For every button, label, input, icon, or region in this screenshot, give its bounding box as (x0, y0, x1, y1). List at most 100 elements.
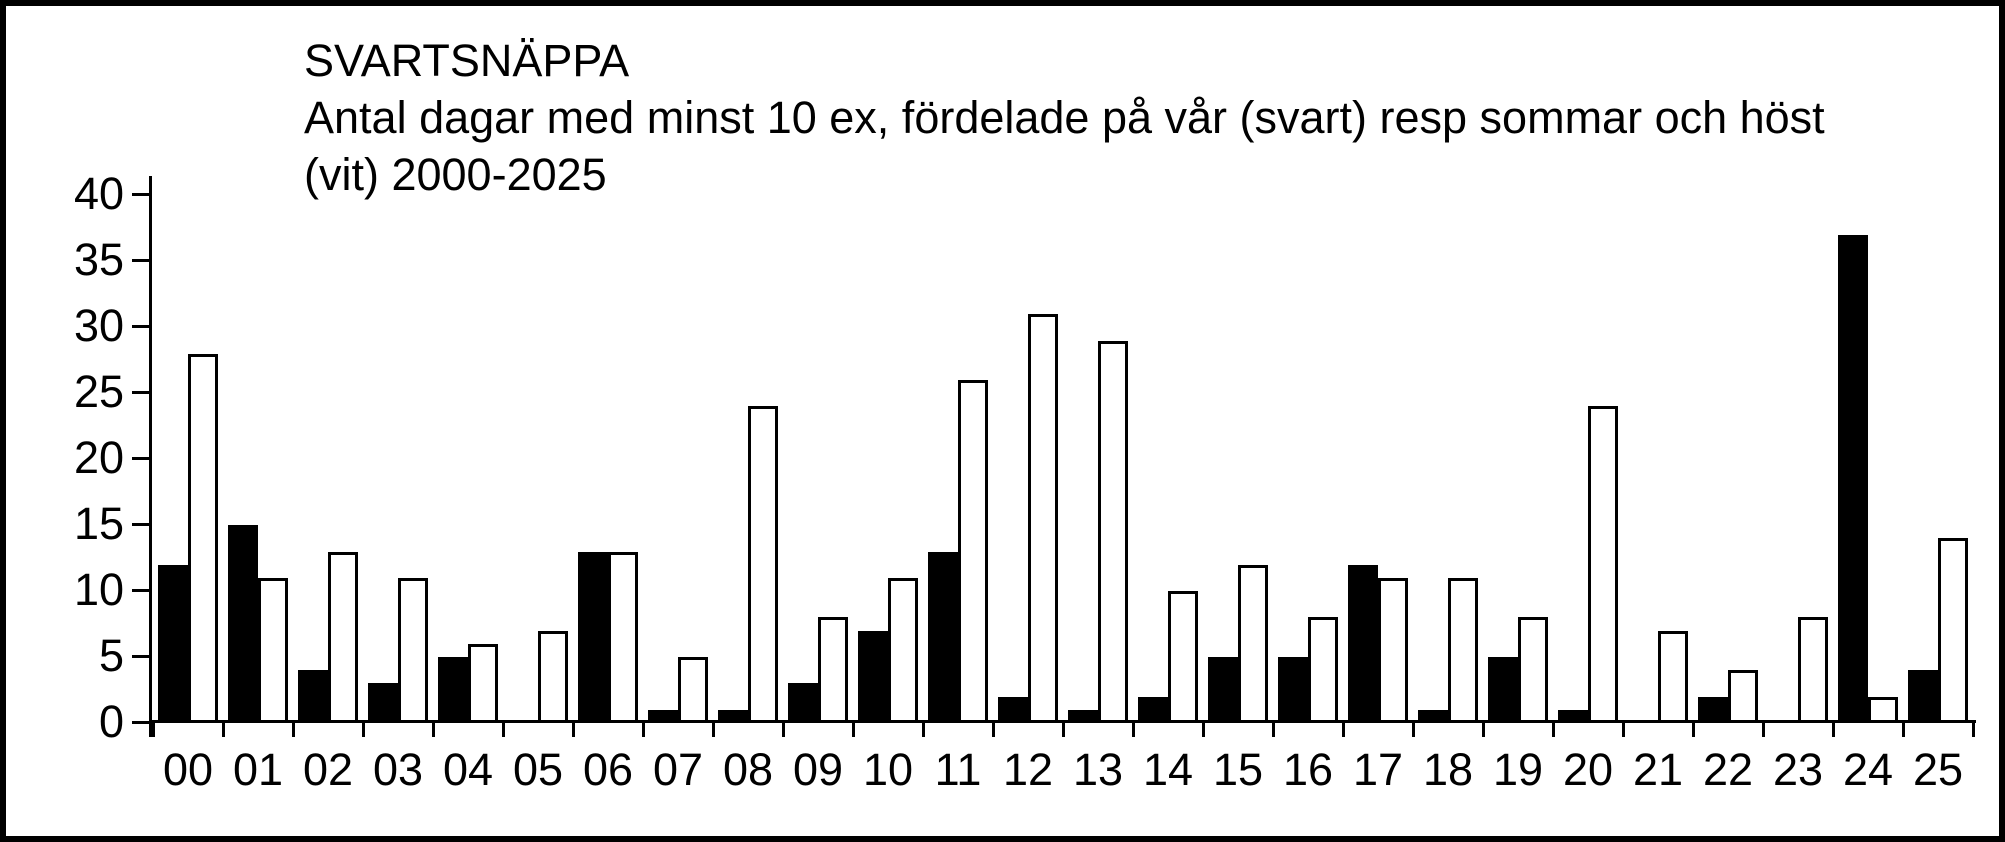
bar-vit-05 (538, 631, 568, 723)
x-axis-label-05: 05 (512, 744, 564, 795)
bar-svart-16 (1278, 657, 1308, 723)
bar-svart-10 (858, 631, 888, 723)
bar-vit-06 (608, 552, 638, 723)
y-axis-tick-0 (132, 721, 149, 724)
x-axis-tick-22 (1692, 720, 1695, 737)
y-axis-label-30: 30 (73, 300, 124, 351)
bar-vit-22 (1728, 670, 1758, 723)
x-axis-tick-7 (642, 720, 645, 737)
bar-vit-08 (748, 406, 778, 723)
x-axis-tick-2 (292, 720, 295, 737)
bar-vit-11 (958, 380, 988, 723)
x-axis-tick-25 (1902, 720, 1905, 737)
x-axis-tick-10 (852, 720, 855, 737)
x-axis-label-13: 13 (1072, 744, 1124, 795)
x-axis-tick-18 (1412, 720, 1415, 737)
bar-svart-15 (1208, 657, 1238, 723)
x-axis-label-10: 10 (862, 744, 914, 795)
x-axis-tick-26 (1972, 720, 1975, 737)
x-axis-label-24: 24 (1842, 744, 1894, 795)
y-axis-tick-40 (132, 193, 149, 196)
chart-subtitle-line1: Antal dagar med minst 10 ex, fördelade p… (304, 92, 1825, 143)
x-axis-tick-11 (922, 720, 925, 737)
bar-svart-02 (298, 670, 328, 723)
bar-svart-09 (788, 683, 818, 723)
x-axis-tick-0 (152, 720, 155, 737)
x-axis-tick-15 (1202, 720, 1205, 737)
y-axis-tick-30 (132, 325, 149, 328)
x-axis-label-00: 00 (162, 744, 214, 795)
y-axis-label-10: 10 (73, 564, 124, 615)
x-axis-label-06: 06 (582, 744, 634, 795)
y-axis-label-0: 0 (98, 696, 124, 747)
x-axis-label-14: 14 (1142, 744, 1194, 795)
x-axis-label-11: 11 (934, 744, 982, 795)
x-axis-tick-14 (1132, 720, 1135, 737)
bar-svart-06 (578, 552, 608, 723)
x-axis-label-19: 19 (1492, 744, 1544, 795)
bar-vit-07 (678, 657, 708, 723)
y-axis-label-5: 5 (98, 630, 124, 681)
bar-vit-23 (1798, 617, 1828, 723)
x-axis-tick-24 (1832, 720, 1835, 737)
bar-svart-03 (368, 683, 398, 723)
bar-vit-01 (258, 578, 288, 723)
y-axis-tick-15 (132, 523, 149, 526)
x-axis-tick-19 (1482, 720, 1485, 737)
y-axis-tick-25 (132, 391, 149, 394)
plot-area: 0 5 10 15 20 25 30 35 40 00 01 02 03 04 05 06 07 08 09 10 11… (6, 6, 1999, 836)
bar-svart-19 (1488, 657, 1518, 723)
y-axis-line (149, 176, 152, 737)
y-axis-tick-35 (132, 259, 149, 262)
x-axis-label-16: 16 (1282, 744, 1334, 795)
x-axis-tick-16 (1272, 720, 1275, 737)
y-axis-label-25: 25 (73, 366, 124, 417)
y-axis-tick-5 (132, 655, 149, 658)
bar-vit-02 (328, 552, 358, 723)
y-axis-label-15: 15 (73, 498, 124, 549)
bar-vit-00 (188, 354, 218, 723)
x-axis-label-18: 18 (1422, 744, 1474, 795)
y-axis-tick-20 (132, 457, 149, 460)
chart-title: SVARTSNÄPPA (304, 35, 630, 86)
x-axis-label-07: 07 (652, 744, 704, 795)
bar-svart-24 (1838, 235, 1868, 723)
x-axis-tick-9 (782, 720, 785, 737)
bar-vit-04 (468, 644, 498, 723)
bar-vit-25 (1938, 538, 1968, 723)
x-axis-label-15: 15 (1212, 744, 1264, 795)
bar-vit-20 (1588, 406, 1618, 723)
x-axis-tick-4 (432, 720, 435, 737)
x-axis-label-23: 23 (1772, 744, 1824, 795)
x-axis-tick-1 (222, 720, 225, 737)
x-axis-label-20: 20 (1562, 744, 1614, 795)
x-axis-label-03: 03 (372, 744, 424, 795)
y-axis-tick-10 (132, 589, 149, 592)
x-axis-label-21: 21 (1632, 744, 1684, 795)
bar-vit-19 (1518, 617, 1548, 723)
x-axis-label-17: 17 (1352, 744, 1404, 795)
bar-vit-16 (1308, 617, 1338, 723)
x-axis-label-02: 02 (302, 744, 354, 795)
x-axis-tick-17 (1342, 720, 1345, 737)
x-axis-label-09: 09 (792, 744, 844, 795)
x-axis-tick-13 (1062, 720, 1065, 737)
bar-vit-17 (1378, 578, 1408, 723)
x-axis-tick-3 (362, 720, 365, 737)
bar-vit-10 (888, 578, 918, 723)
bar-vit-14 (1168, 591, 1198, 723)
x-axis-tick-8 (712, 720, 715, 737)
x-axis-tick-21 (1622, 720, 1625, 737)
x-axis-label-08: 08 (722, 744, 774, 795)
bar-svart-01 (228, 525, 258, 723)
bar-vit-13 (1098, 341, 1128, 723)
x-axis-tick-23 (1762, 720, 1765, 737)
x-axis-label-01: 01 (232, 744, 284, 795)
bar-svart-04 (438, 657, 468, 723)
x-axis-label-12: 12 (1002, 744, 1054, 795)
bar-vit-15 (1238, 565, 1268, 723)
bar-vit-21 (1658, 631, 1688, 723)
x-axis-tick-6 (572, 720, 575, 737)
x-axis-label-04: 04 (442, 744, 494, 795)
